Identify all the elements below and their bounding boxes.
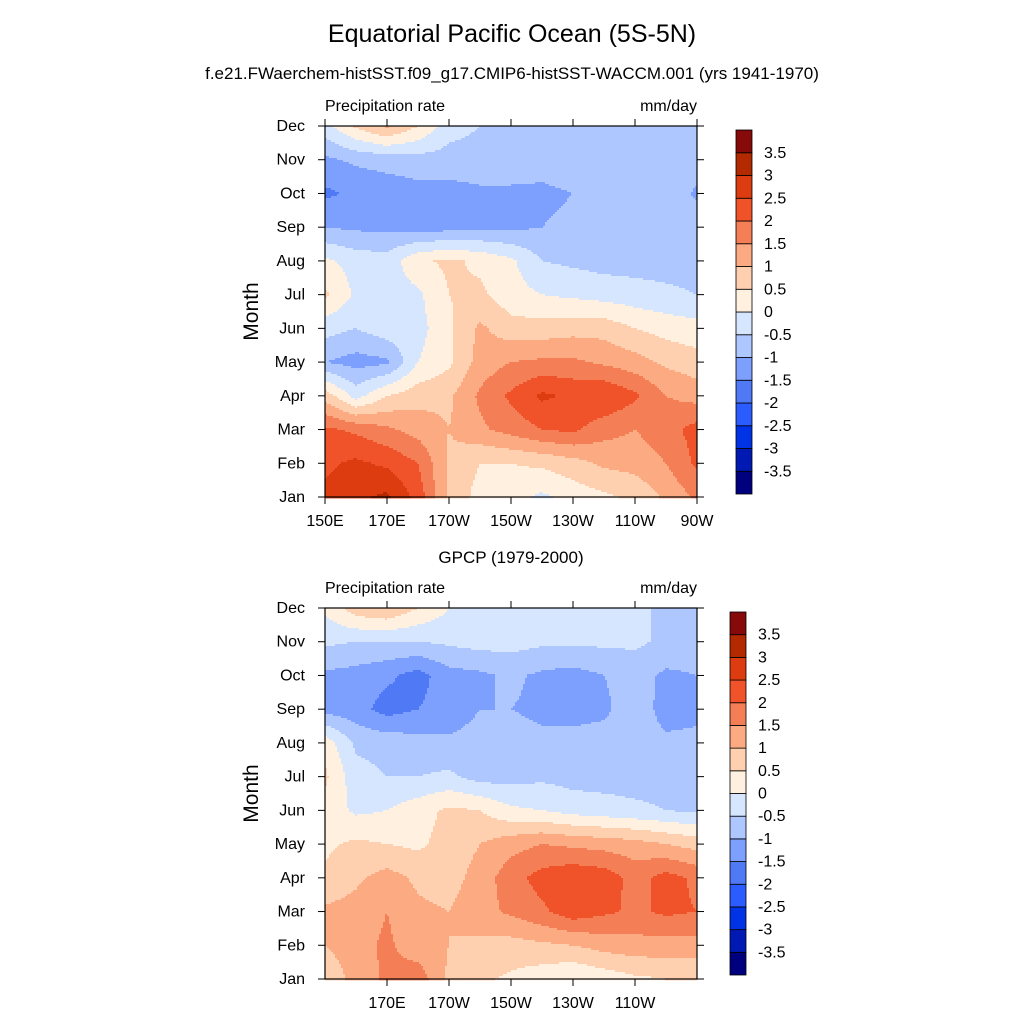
precip-field: [325, 126, 697, 498]
panel-model: JanFebMarAprMayJunJulAugSepOctNovDec150E…: [240, 98, 792, 530]
